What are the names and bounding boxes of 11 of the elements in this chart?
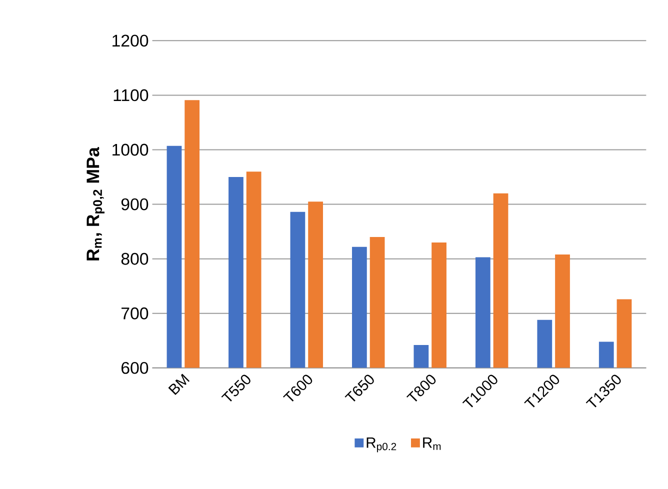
- y-tick-label: 1200: [112, 34, 148, 47]
- x-tick-label: BM: [168, 374, 190, 396]
- legend-label: R$_{m}$: [423, 438, 441, 450]
- y-tick-label: 1000: [112, 144, 148, 156]
- y-tick-label: 900: [121, 198, 148, 210]
- legend-label: R$_{p0.2}$: [366, 438, 396, 452]
- y-tick-label: 600: [122, 362, 148, 374]
- y-tick-label: 700: [122, 307, 148, 320]
- y-tick-label: 1100: [114, 89, 148, 102]
- y-tick-label: 800: [121, 252, 148, 265]
- y-axis-title: R$_{m}$, R$_{p0,2}$ MPa: [86, 146, 104, 260]
